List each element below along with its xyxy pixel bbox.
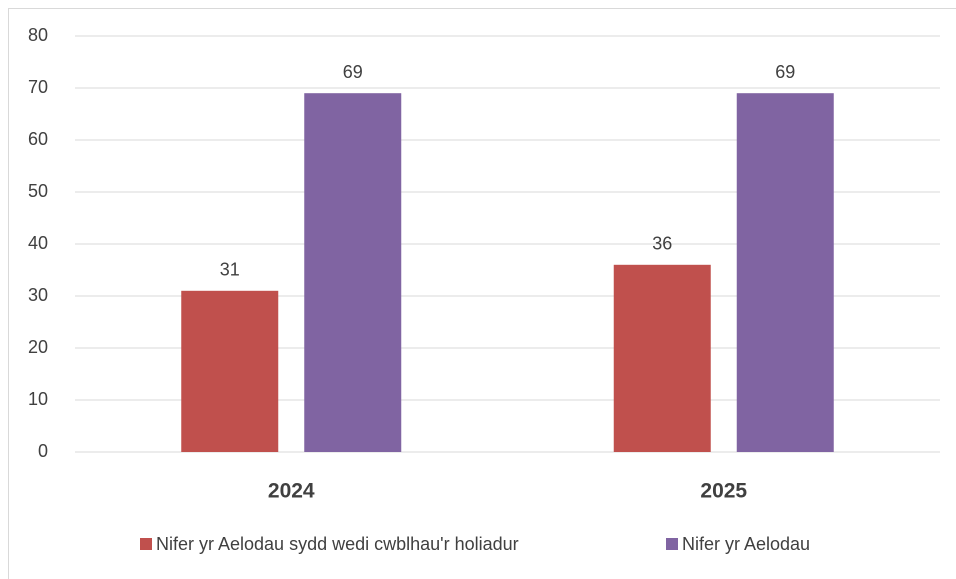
data-label: 69 — [775, 62, 795, 82]
legend-swatch — [140, 538, 152, 550]
bar — [181, 290, 279, 452]
y-tick-label: 50 — [28, 181, 48, 201]
y-tick-label: 80 — [28, 25, 48, 45]
data-label: 36 — [652, 234, 672, 254]
y-tick-label: 20 — [28, 337, 48, 357]
y-tick-label: 70 — [28, 77, 48, 97]
y-tick-label: 30 — [28, 285, 48, 305]
bar — [736, 93, 834, 452]
data-label: 31 — [220, 260, 240, 280]
y-tick-label: 40 — [28, 233, 48, 253]
x-tick-label: 2025 — [700, 480, 747, 503]
y-tick-label: 10 — [28, 389, 48, 409]
legend-label: Nifer yr Aelodau sydd wedi cwblhau'r hol… — [156, 534, 519, 554]
y-tick-label: 0 — [38, 441, 48, 461]
chart-border — [8, 8, 956, 579]
bar — [304, 93, 402, 452]
data-label: 69 — [343, 62, 363, 82]
legend-label: Nifer yr Aelodau — [682, 534, 810, 554]
y-tick-label: 60 — [28, 129, 48, 149]
x-tick-label: 2024 — [268, 480, 315, 503]
bar — [613, 264, 711, 452]
legend-swatch — [666, 538, 678, 550]
